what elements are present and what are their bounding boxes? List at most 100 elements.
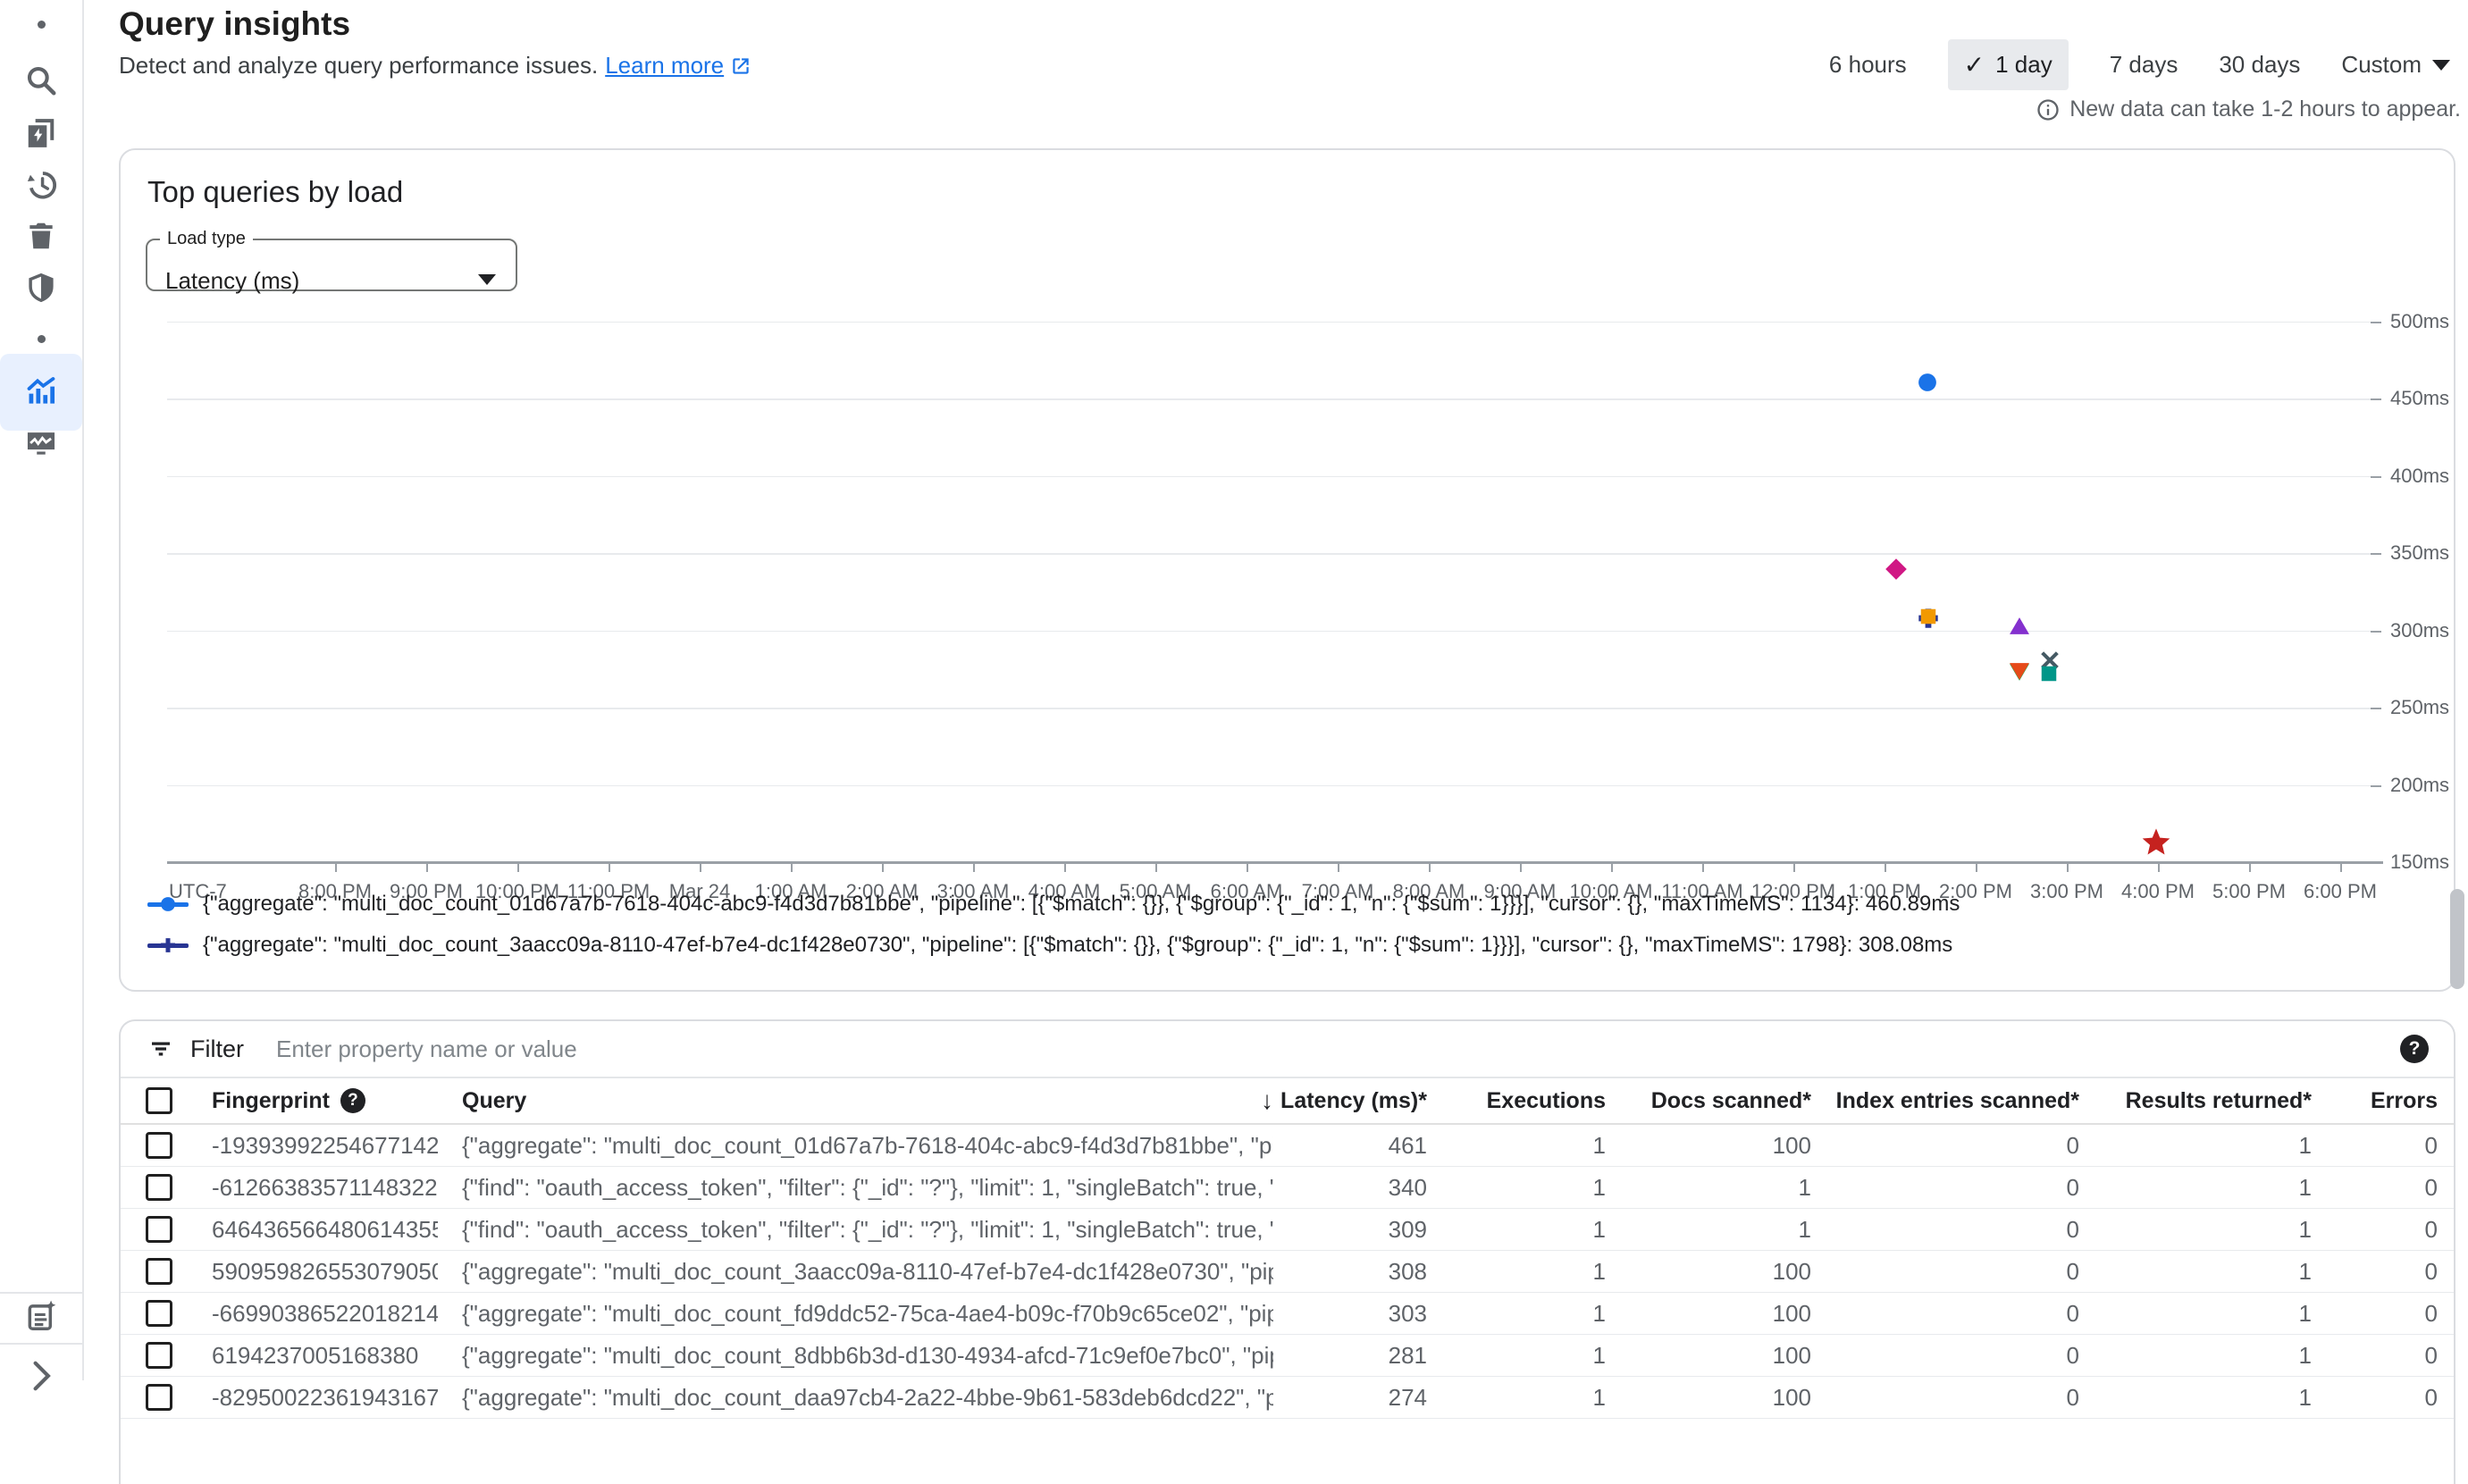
latency-scatter-chart: 500ms 450ms 400ms 350ms 300ms 250ms 200ms 150ms… [167,310,2468,918]
x-tick [426,863,428,872]
row-checkbox[interactable] [146,1300,172,1327]
cell-results-returned: 1 [2298,1215,2312,1243]
gridline-300ms [167,630,2375,633]
row-checkbox[interactable] [146,1174,172,1201]
chart-title: Top queries by load [147,175,404,208]
fingerprint-help-icon[interactable]: ? [340,1088,365,1113]
learn-more-link[interactable]: Learn more [605,52,752,80]
table-row[interactable]: 5909598265530790504 {"aggregate": "multi_… [121,1251,2454,1293]
time-range-30-days[interactable]: 30 days [2219,51,2300,79]
row-checkbox[interactable] [146,1384,172,1411]
row-checkbox[interactable] [146,1216,172,1243]
load-type-select[interactable]: Load type Latency (ms) [146,229,517,294]
sidebar-item-dot[interactable] [0,300,82,377]
sidebar-item-insights-chart-icon-active[interactable] [0,354,82,431]
row-checkbox[interactable] [146,1342,172,1369]
insights-chart-icon [27,377,55,404]
y-tick [2371,784,2381,787]
data-point-star-163ms[interactable] [2141,827,2171,858]
time-range-custom[interactable]: Custom [2341,51,2450,79]
data-point-diamond-340ms[interactable] [1885,557,1909,581]
filter-help-icon[interactable]: ? [2400,1035,2429,1063]
x-axis-label: 9:00 AM [1483,880,1557,902]
sidebar-item-notes-sparkle-icon[interactable] [0,1278,82,1354]
sidebar-item-dot[interactable] [0,0,82,63]
data-point-triangle-up-303ms[interactable] [2008,615,2030,637]
table-row[interactable]: 6194237005168380 {"aggregate": "multi_doc… [121,1335,2454,1377]
column-header-fingerprint[interactable]: Fingerprint? [188,1088,438,1114]
cell-fingerprint: -6126638357114832217 [212,1173,438,1201]
main-content: Query insights Detect and analyze query … [82,0,2468,1484]
row-checkbox[interactable] [146,1132,172,1159]
filter-label: Filter [190,1035,244,1062]
legend-entry[interactable]: {"aggregate": "multi_doc_count_3aacc09a-… [147,931,1960,960]
y-axis-label: 150ms [2390,851,2450,873]
info-note: New data can take 1-2 hours to appear. [2036,96,2461,122]
y-tick [2371,708,2381,710]
data-point-square-309ms[interactable] [1918,607,1938,626]
x-axis-label: 8:00 PM [298,880,372,902]
info-note-text: New data can take 1-2 hours to appear. [2069,96,2461,122]
page-scrollbar-thumb[interactable] [2450,889,2464,989]
gridline-450ms [167,398,2375,400]
table-row[interactable]: -6126638357114832217 {"find": "oauth_acce… [121,1167,2454,1209]
data-point-square-272ms[interactable] [2039,664,2059,683]
column-header-latency-ms-[interactable]: ↓ Latency (ms)* [1261,1086,1427,1114]
filter-input[interactable] [274,1034,2400,1064]
sidebar-item-history-icon[interactable] [0,147,82,223]
time-range-7-days[interactable]: 7 days [2110,51,2178,79]
monitor-metrics-icon [27,432,55,455]
top-queries-card: Top queries by load Load type Latency (m… [119,148,2455,992]
trash-icon [29,222,53,249]
cell-results-returned: 1 [2298,1383,2312,1411]
cell-executions: 1 [1592,1383,1606,1411]
x-axis-label: 8:00 AM [1392,880,1465,902]
table-row[interactable]: -6699038652201821444 {"aggregate": "multi… [121,1293,2454,1335]
cell-results-returned: 1 [2298,1131,2312,1159]
x-tick [1338,863,1339,872]
sidebar-item-monitor-metrics-icon[interactable] [0,405,82,482]
x-axis-label: 2:00 AM [845,880,919,902]
column-header-executions[interactable]: Executions [1486,1087,1606,1113]
column-header-results-returned-[interactable]: Results returned* [2125,1087,2312,1113]
cell-index-entries-scanned: 0 [2066,1215,2079,1243]
x-axis-label: 1:00 AM [754,880,827,902]
legend-entry[interactable]: {"aggregate": "multi_doc_count_01d67a7b-… [147,890,1960,918]
table-row[interactable]: -1939399225467714246 {"aggregate": "multi… [121,1125,2454,1167]
sidebar-item-flash-pages-icon[interactable] [0,95,82,172]
time-range-6-hours[interactable]: 6 hours [1829,51,1907,79]
cell-query: {"aggregate": "multi_doc_count_daa97cb4-… [462,1383,1273,1411]
chevron-down-icon [2432,59,2450,71]
x-axis-label: 2:00 PM [1939,880,2012,902]
sidebar-divider [0,1292,82,1294]
gridline-500ms [167,321,2375,323]
row-checkbox[interactable] [146,1258,172,1285]
time-range-1-day[interactable]: ✓ 1 day [1947,39,2069,90]
data-point-triangle-down-274ms[interactable] [2008,659,2030,682]
table-row[interactable]: -8295002236194316765 {"aggregate": "multi… [121,1377,2454,1419]
sidebar-item-search-icon[interactable] [0,42,82,119]
data-point-circle-461ms[interactable] [1916,371,1938,393]
cell-fingerprint: -6699038652201821444 [212,1299,438,1327]
time-range-label: 1 day [1995,51,2052,78]
select-all-checkbox[interactable] [146,1087,172,1114]
column-header-errors[interactable]: Errors [2370,1087,2438,1113]
column-header-docs-scanned-[interactable]: Docs scanned* [1650,1087,1811,1113]
sidebar-item-shield-icon[interactable] [0,249,82,326]
table-row[interactable]: 6464365664806143558 {"find": "oauth_acces… [121,1209,2454,1251]
column-header-index-entries-scanned-[interactable]: Index entries scanned* [1835,1087,2079,1113]
load-type-value: Latency (ms) [165,267,300,294]
x-axis-label: 12:00 PM [1750,880,1836,902]
cell-latency: 308 [1388,1257,1427,1285]
x-tick [1976,863,1977,872]
column-header-query[interactable]: Query [462,1087,527,1113]
chevron-down-icon [478,274,496,285]
cell-query: {"aggregate": "multi_doc_count_3aacc09a-… [462,1257,1273,1285]
x-tick [791,863,793,872]
page-subtitle-text: Detect and analyze query performance iss… [119,52,599,79]
load-type-label: Load type [167,229,246,248]
sidebar-item-collapse-icon[interactable] [0,1337,82,1414]
x-tick [2158,863,2160,872]
data-point-x-281ms[interactable] [2038,649,2061,671]
sidebar-item-trash-icon[interactable] [0,197,82,274]
